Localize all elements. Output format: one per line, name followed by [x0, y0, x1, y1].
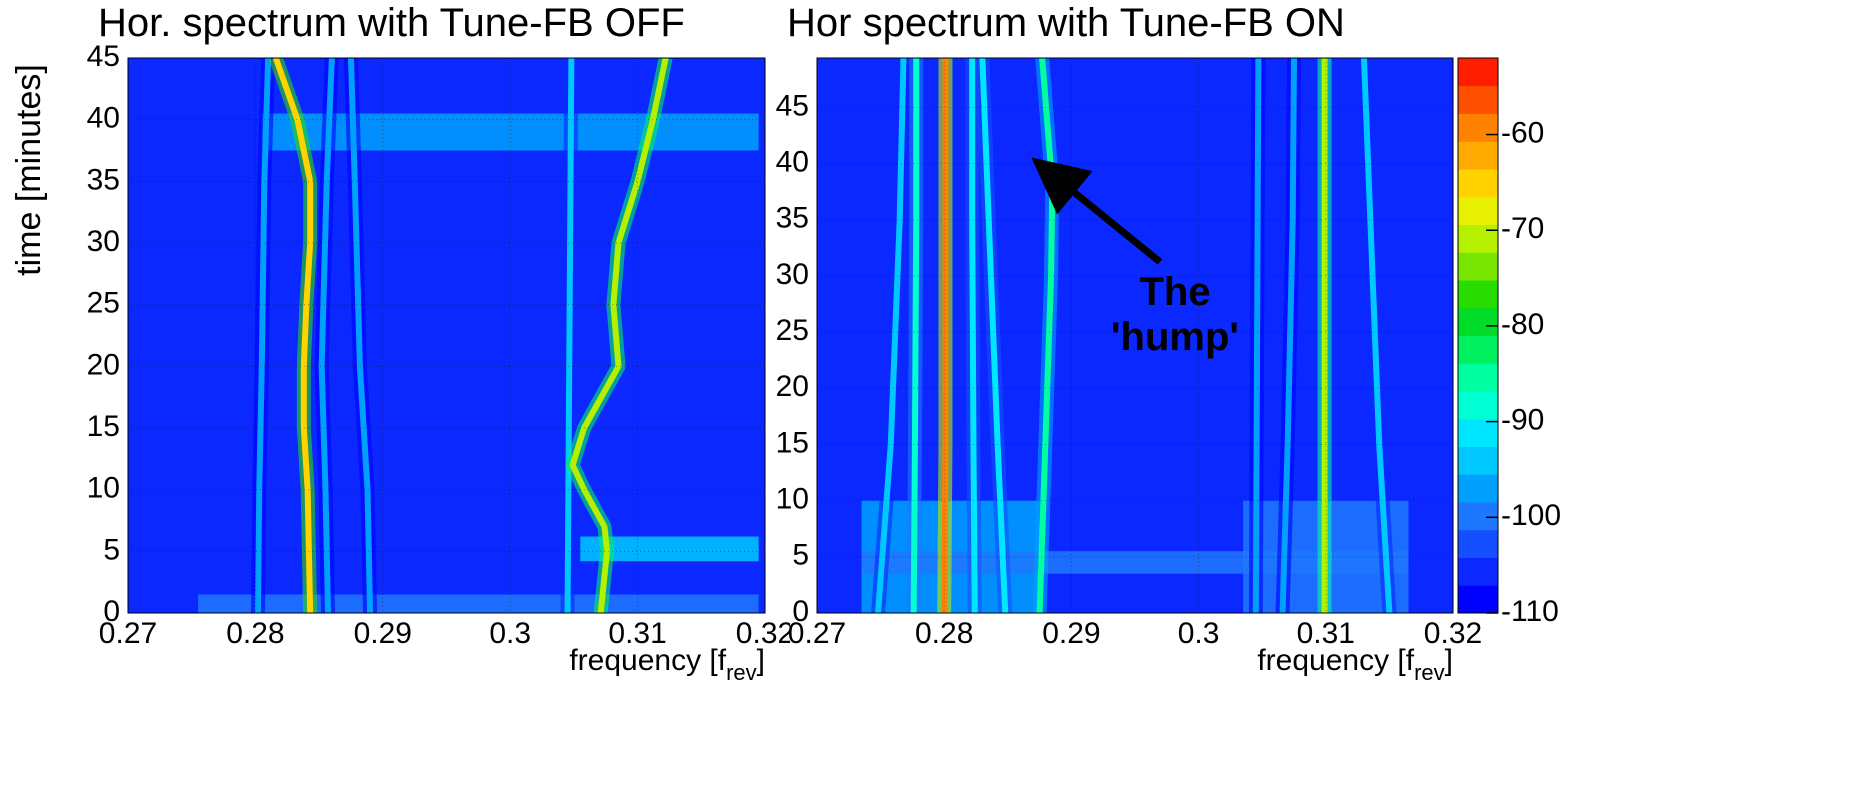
- y-tick-label: 15: [87, 410, 120, 443]
- plot-area: [128, 58, 765, 613]
- colorbar-frame: [1457, 57, 1499, 614]
- x-axis-label: frequency [frev]: [1257, 644, 1453, 685]
- y-tick-label: 10: [87, 472, 120, 505]
- x-axis-label-sub: rev: [1414, 660, 1445, 685]
- y-tick-label: 40: [87, 102, 120, 135]
- trace: [1252, 58, 1262, 613]
- trace: [1360, 58, 1393, 613]
- trace: [969, 58, 978, 613]
- annotation: The: [1139, 270, 1210, 314]
- chart-title: Hor spectrum with Tune-FB ON: [787, 1, 1345, 45]
- trace: [1279, 58, 1297, 613]
- x-tick-label: 0.31: [1297, 617, 1355, 650]
- y-tick-label: 30: [776, 258, 809, 291]
- colorbar-band: [1458, 252, 1498, 281]
- colorbar-band: [1458, 58, 1498, 87]
- colorbar-band: [1458, 280, 1498, 309]
- panel-off: 0 5 10 15 20 25 30 35 40 45 0.27 0.28 0.29 0.3 0.31 0.3…: [87, 40, 794, 650]
- y-tick-label: 20: [87, 348, 120, 381]
- colorbar-band: [1458, 196, 1498, 225]
- plot-area: [817, 58, 1453, 613]
- x-tick-label: 0.31: [608, 617, 666, 650]
- colorbar-band: [1458, 585, 1498, 614]
- x-tick-label: 0.28: [226, 617, 284, 650]
- colorbar-band: [1458, 169, 1498, 198]
- x-tick-label: 0.27: [788, 617, 846, 650]
- trace: [272, 58, 314, 613]
- y-axis-label: time [minutes]: [10, 64, 48, 276]
- trace: [910, 58, 920, 613]
- y-tick-label: 15: [776, 426, 809, 459]
- y-tick-label: 25: [776, 314, 809, 347]
- colorbar-band: [1458, 529, 1498, 558]
- plot-frame: [816, 57, 1454, 614]
- colorbar-tick-label: -60: [1501, 116, 1544, 149]
- colorbar-band: [1458, 557, 1498, 586]
- y-tick-label: 20: [776, 370, 809, 403]
- colorbar-band: [1458, 391, 1498, 420]
- trace: [564, 58, 575, 613]
- y-tick-label: 0: [103, 595, 120, 628]
- plot-frame: [127, 57, 766, 614]
- x-axis-label-text: frequency [f: [1257, 644, 1414, 677]
- y-tick-label: 5: [103, 533, 120, 566]
- trace: [875, 58, 907, 613]
- x-tick-label: 0.29: [354, 617, 412, 650]
- colorbar-band: [1458, 335, 1498, 364]
- y-tick-label: 45: [87, 40, 120, 73]
- trace: [347, 58, 374, 613]
- y-tick-label: 30: [87, 225, 120, 258]
- trace: [318, 58, 335, 613]
- colorbar-band: [1458, 307, 1498, 336]
- colorbar-band: [1458, 224, 1498, 253]
- x-tick-label: 0.32: [1424, 617, 1482, 650]
- y-tick-label: 10: [776, 483, 809, 516]
- y-tick-label: 35: [776, 202, 809, 235]
- colorbar-band: [1458, 113, 1498, 142]
- trace: [979, 58, 1009, 613]
- x-axis-label-text: frequency [f: [569, 644, 726, 677]
- colorbar-band: [1458, 85, 1498, 114]
- x-axis-label: frequency [frev]: [569, 644, 765, 685]
- panel-on: 0 5 10 15 20 25 30 35 40 45 0.27 0.28 0.29 0.3 0.31 0.3…: [776, 57, 1482, 650]
- trace: [569, 58, 669, 613]
- colorbar-band: [1458, 141, 1498, 170]
- x-axis-label-end: ]: [757, 644, 765, 677]
- annotation-arrow: [1031, 157, 1163, 265]
- band: [261, 113, 759, 151]
- x-tick-label: 0.3: [1178, 617, 1220, 650]
- colorbar-band: [1458, 418, 1498, 447]
- x-tick-label: 0.32: [736, 617, 794, 650]
- band: [198, 594, 759, 613]
- trace: [941, 58, 949, 613]
- x-axis-label-sub: rev: [726, 660, 757, 685]
- colorbar-band: [1458, 446, 1498, 475]
- y-tick-label: 25: [87, 287, 120, 320]
- colorbar-band: [1458, 474, 1498, 503]
- y-tick-label: 45: [776, 89, 809, 122]
- x-tick-label: 0.27: [99, 617, 157, 650]
- colorbar-tick-label: -90: [1501, 404, 1544, 437]
- y-tick-label: 5: [792, 539, 809, 572]
- x-tick-label: 0.29: [1042, 617, 1100, 650]
- colorbar-tick-label: -70: [1501, 212, 1544, 245]
- x-tick-label: 0.3: [489, 617, 531, 650]
- x-tick-label: 0.28: [915, 617, 973, 650]
- colorbar-band: [1458, 502, 1498, 531]
- y-tick-label: 0: [792, 595, 809, 628]
- colorbar-tick-label: -80: [1501, 308, 1544, 341]
- y-tick-label: 40: [776, 146, 809, 179]
- colorbar: -60 -70 -80 -90 -100 -110: [1457, 57, 1561, 628]
- x-axis-label-end: ]: [1445, 644, 1453, 677]
- colorbar-tick-label: -100: [1501, 499, 1561, 532]
- y-tick-label: 35: [87, 163, 120, 196]
- chart-title: Hor. spectrum with Tune-FB OFF: [98, 1, 685, 45]
- annotation: 'hump': [1111, 315, 1239, 359]
- trace: [254, 58, 272, 613]
- colorbar-band: [1458, 363, 1498, 392]
- colorbar-tick-label: -110: [1501, 595, 1559, 628]
